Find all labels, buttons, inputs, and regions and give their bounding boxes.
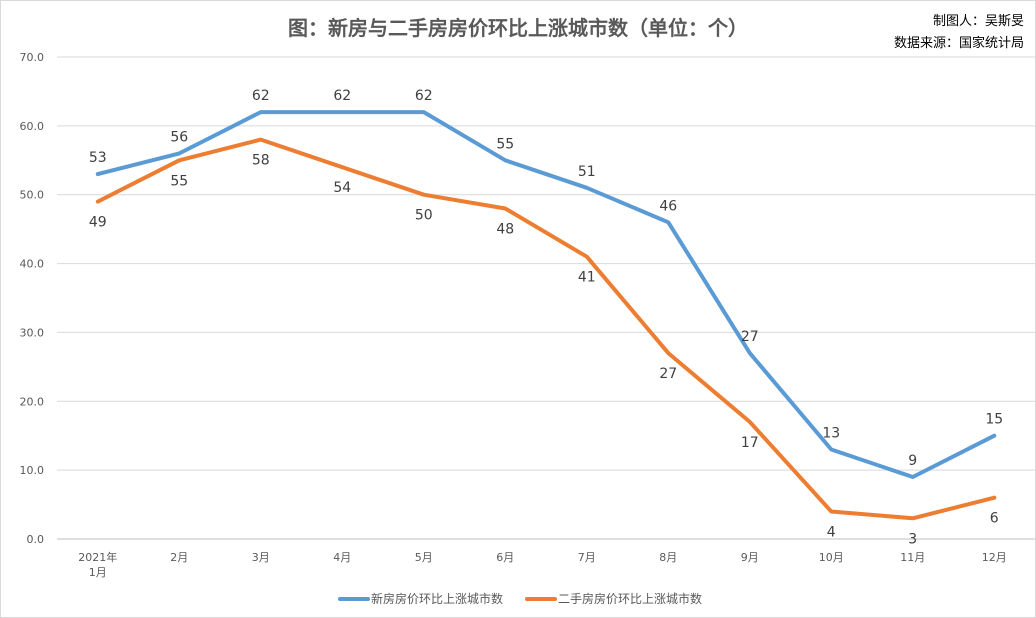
new-home-data-label: 9 [908,453,917,469]
x-tick-label: 10月 [819,551,844,564]
chart-title: 图：新房与二手房房价环比上涨城市数（单位：个） [288,16,748,40]
x-tick-label: 8月 [659,551,677,564]
new-home-data-label: 55 [496,136,514,152]
resale-home-data-label: 17 [741,435,759,451]
legend-label: 新房房价环比上涨城市数 [371,591,503,606]
new-home-data-label: 62 [415,88,433,104]
resale-home-data-label: 58 [252,153,270,169]
resale-home-data-label: 48 [496,221,514,237]
y-tick-label: 50.0 [20,189,45,202]
new-home-series-line [95,110,997,479]
new-home-data-label: 62 [333,88,351,104]
y-tick-label: 10.0 [20,464,45,477]
legend-label: 二手房房价环比上涨城市数 [558,591,702,606]
x-tick-label: 4月 [333,551,351,564]
x-tick-label: 2021年 1月 [78,550,117,579]
author-note: 制图人：吴斯旻 [932,14,1024,29]
new-home-data-label: 27 [741,329,759,345]
x-tick-label: 11月 [900,551,925,564]
new-home-data-label: 13 [822,425,840,441]
y-tick-label: 20.0 [20,395,45,408]
x-tick-label: 3月 [252,551,270,564]
new-home-data-label: 46 [659,198,677,214]
x-tick-label: 9月 [741,551,759,564]
y-tick-label: 70.0 [20,51,45,64]
x-tick-label: 12月 [982,551,1007,564]
new-home-data-label: 15 [985,412,1003,428]
new-home-data-label: 56 [170,129,188,145]
x-tick-label: 2月 [170,551,188,564]
source-note: 数据来源：国家统计局 [893,36,1024,51]
resale-home-data-label: 54 [333,180,351,196]
resale-home-data-label: 3 [908,531,917,547]
resale-home-data-label: 55 [170,173,188,189]
resale-home-data-label: 6 [990,511,999,527]
x-tick-label: 7月 [578,551,596,564]
new-home-data-label: 51 [578,164,596,180]
resale-home-data-label: 50 [415,208,433,224]
x-tick-label: 5月 [415,551,433,564]
new-home-data-label: 53 [89,150,107,166]
y-tick-label: 40.0 [20,258,45,271]
resale-home-data-label: 49 [89,215,107,231]
resale-home-data-label: 4 [827,524,836,540]
x-tick-label: 6月 [496,551,514,564]
resale-home-series-line [95,137,997,521]
resale-home-data-label: 27 [659,366,677,382]
y-tick-label: 0.0 [27,533,45,546]
resale-home-data-label: 41 [578,270,596,286]
y-tick-label: 30.0 [20,326,45,339]
y-tick-label: 60.0 [20,120,45,133]
new-home-data-label: 62 [252,88,270,104]
